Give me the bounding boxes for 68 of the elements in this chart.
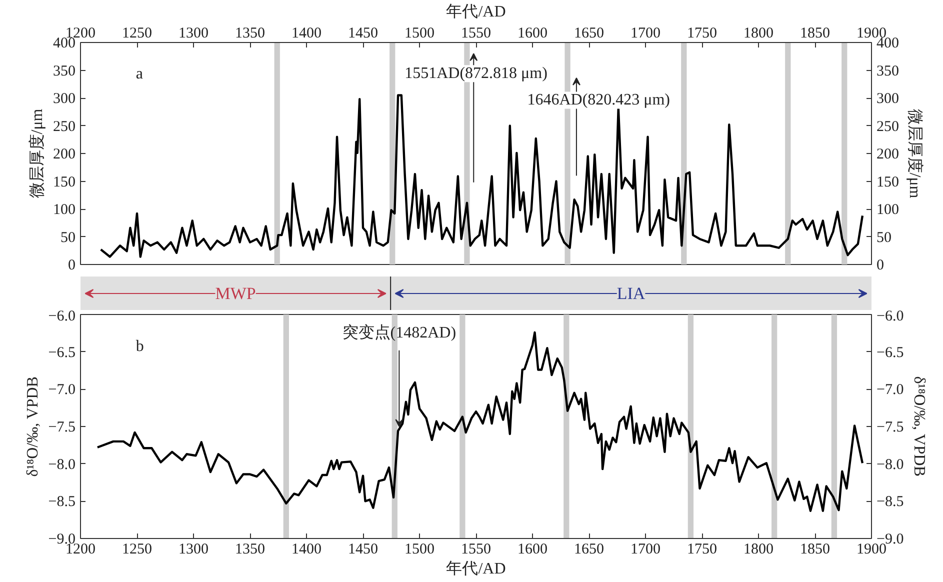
x-tick-label: 1450 [348, 542, 378, 558]
x-tick-label: 1250 [122, 542, 152, 558]
y-axis-title: 微层厚度/μm [28, 108, 46, 198]
y2-tick-label: 150 [876, 174, 899, 190]
y2-tick-label: 0 [876, 258, 884, 274]
annotation: a [136, 65, 143, 82]
x-tick-label: 1250 [122, 26, 152, 42]
y2-tick-label: −6.0 [876, 308, 904, 324]
y2-tick-label: −7.5 [876, 420, 904, 436]
y-tick-label: −7.5 [48, 420, 76, 436]
y-tick-label: 350 [53, 63, 76, 80]
y-axis-title: δ¹⁸O/‰, VPDB [24, 376, 42, 477]
y-tick-label: −8.0 [48, 456, 76, 473]
annotation: b [136, 338, 144, 355]
x-tick-label: 1850 [800, 542, 830, 558]
y2-tick-label: −7.0 [876, 382, 904, 398]
y-tick-label: 50 [60, 230, 76, 246]
x-tick-label: 1750 [687, 26, 717, 42]
y-tick-label: 250 [53, 118, 76, 135]
x-tick-label: 1600 [518, 542, 548, 558]
y2-tick-label: 350 [876, 63, 899, 80]
x-tick-label: 1350 [235, 542, 265, 558]
x-tick-label: 1500 [404, 26, 434, 42]
annotation: 突变点(1482AD) [342, 323, 456, 342]
y-tick-label: −6.5 [48, 344, 76, 361]
y-tick-label: 200 [53, 146, 76, 162]
y2-tick-label: 100 [876, 202, 899, 218]
annotation: 1646AD(820.423 μm) [527, 92, 670, 109]
x-tick-label: 1700 [630, 26, 660, 42]
x-tick-label: 1600 [518, 26, 548, 42]
x-tick-label: 1800 [744, 542, 774, 558]
y-tick-label: −6.0 [48, 308, 76, 324]
x-tick-label: 1350 [235, 26, 265, 42]
x-tick-label: 1300 [178, 542, 208, 558]
x-tick-label: 1700 [630, 542, 660, 558]
x-axis-title: 年代/AD [446, 4, 506, 20]
y2-axis-title: 微层厚度/μm [906, 108, 924, 199]
x-tick-label: 1400 [292, 542, 322, 558]
y2-tick-label: −6.5 [876, 344, 904, 361]
annotation: 1551AD(872.818 μm) [404, 65, 548, 82]
x-tick-label: 1850 [800, 26, 830, 42]
y-tick-label: 100 [53, 202, 76, 218]
y2-tick-label: −8.0 [876, 456, 904, 473]
x-tick-label: 1400 [292, 26, 322, 42]
x-tick-label: 1500 [404, 542, 434, 558]
y2-axis-title: δ¹⁸O/‰, VPDB [910, 376, 928, 477]
y-tick-label: 300 [53, 91, 76, 107]
y2-tick-label: −8.5 [876, 494, 904, 510]
y2-tick-label: 300 [876, 91, 899, 107]
x-axis-title: 年代/AD [446, 560, 506, 578]
x-tick-label: 1650 [574, 542, 604, 558]
y-tick-label: −7.0 [48, 382, 76, 398]
x-tick-label: 1550 [461, 26, 491, 42]
y-tick-label: 0 [68, 258, 76, 274]
y2-tick-label: 50 [876, 230, 892, 246]
text: MWP [215, 284, 256, 303]
y2-tick-label: 250 [876, 118, 899, 135]
x-tick-label: 1750 [687, 542, 717, 558]
x-tick-label: 1550 [461, 542, 491, 558]
y-tick-label: 150 [53, 174, 76, 190]
line-series [100, 94, 864, 258]
x-tick-label: 1450 [348, 26, 378, 42]
x-tick-label: 1300 [178, 26, 208, 42]
text: LIA [616, 284, 646, 303]
y-tick-label: −8.5 [48, 494, 76, 510]
x-tick-label: 1650 [574, 26, 604, 42]
y2-tick-label: 200 [876, 146, 899, 162]
x-tick-label: 1800 [744, 26, 774, 42]
